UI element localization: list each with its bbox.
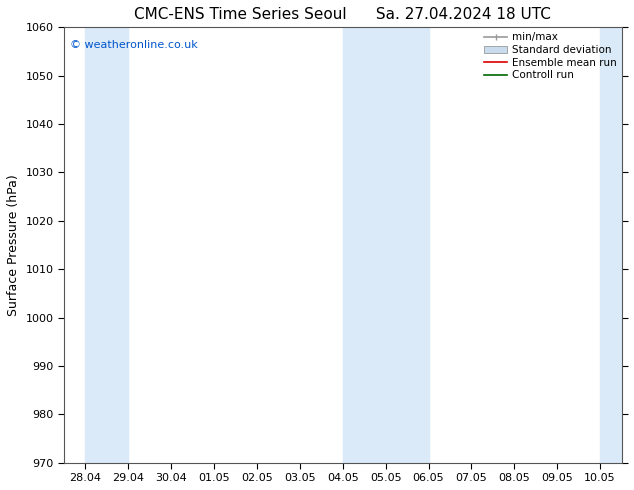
Bar	[86, 27, 128, 463]
Legend: min/max, Standard deviation, Ensemble mean run, Controll run: min/max, Standard deviation, Ensemble me…	[481, 29, 619, 83]
Bar	[343, 27, 429, 463]
Text: © weatheronline.co.uk: © weatheronline.co.uk	[70, 40, 197, 50]
Y-axis label: Surface Pressure (hPa): Surface Pressure (hPa)	[7, 174, 20, 316]
Bar	[600, 27, 634, 463]
Title: CMC-ENS Time Series Seoul      Sa. 27.04.2024 18 UTC: CMC-ENS Time Series Seoul Sa. 27.04.2024…	[134, 7, 551, 22]
